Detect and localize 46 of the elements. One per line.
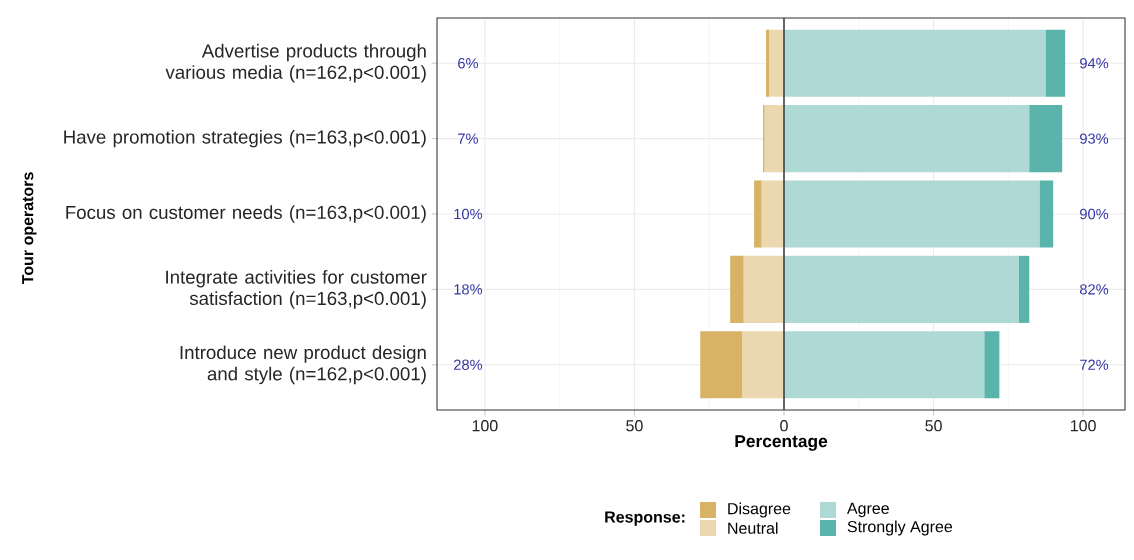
annotation: 90% <box>1080 208 1109 220</box>
annotation: 7% <box>458 133 479 144</box>
bar <box>784 29 1046 97</box>
bar <box>769 29 784 97</box>
y-tick-label: Focus on customer needs (n=163,p<0.001) <box>66 205 426 223</box>
legend-title: Response: <box>605 511 685 526</box>
annotation: 72% <box>1080 359 1109 370</box>
bar <box>1045 29 1066 97</box>
x-axis-title: Percentage <box>735 435 828 451</box>
legend-label: Strongly Agree <box>847 520 953 536</box>
annotation: 10% <box>454 208 483 220</box>
bar <box>764 105 784 173</box>
legend-label: Disagree <box>728 502 791 518</box>
annotation: 82% <box>1080 284 1109 295</box>
bar <box>742 331 784 399</box>
x-tick-label: 0 <box>780 420 788 432</box>
y-tick-label: Introduce new product design and style (n=162,p<0.001) <box>180 345 426 385</box>
y-tick-label: Integrate activities for customer satisfaction (n=163,p<0.001) <box>166 270 427 309</box>
y-tick-label: Advertise products through various media (n=162,p<0.001) <box>165 43 426 83</box>
bar <box>743 255 784 323</box>
y-tick-label: Have promotion strategies (n=163,p<0.001) <box>64 129 426 148</box>
x-tick-label: 50 <box>626 420 643 432</box>
bar <box>784 180 1040 248</box>
annotation: 93% <box>1080 133 1109 144</box>
bar <box>761 180 784 248</box>
bar <box>700 331 743 399</box>
annotation: 6% <box>458 58 479 69</box>
bar <box>1029 105 1063 173</box>
bar <box>1039 180 1054 248</box>
bar <box>784 255 1019 323</box>
annotation: 18% <box>454 284 483 295</box>
bar <box>984 331 1000 399</box>
legend-label: Neutral <box>728 522 778 534</box>
x-tick-label: 50 <box>925 420 942 432</box>
y-axis-title: Tour operators <box>22 172 37 285</box>
x-tick-label: 100 <box>1071 420 1096 432</box>
bar <box>730 255 744 323</box>
bar <box>784 105 1030 173</box>
x-tick-label: 100 <box>472 420 498 432</box>
bar <box>784 331 985 399</box>
bar <box>766 29 770 97</box>
bar <box>1018 255 1030 323</box>
legend-label: Agree <box>846 502 889 518</box>
annotation: 28% <box>454 359 483 370</box>
annotation: 94% <box>1080 58 1109 69</box>
bar <box>754 180 762 248</box>
